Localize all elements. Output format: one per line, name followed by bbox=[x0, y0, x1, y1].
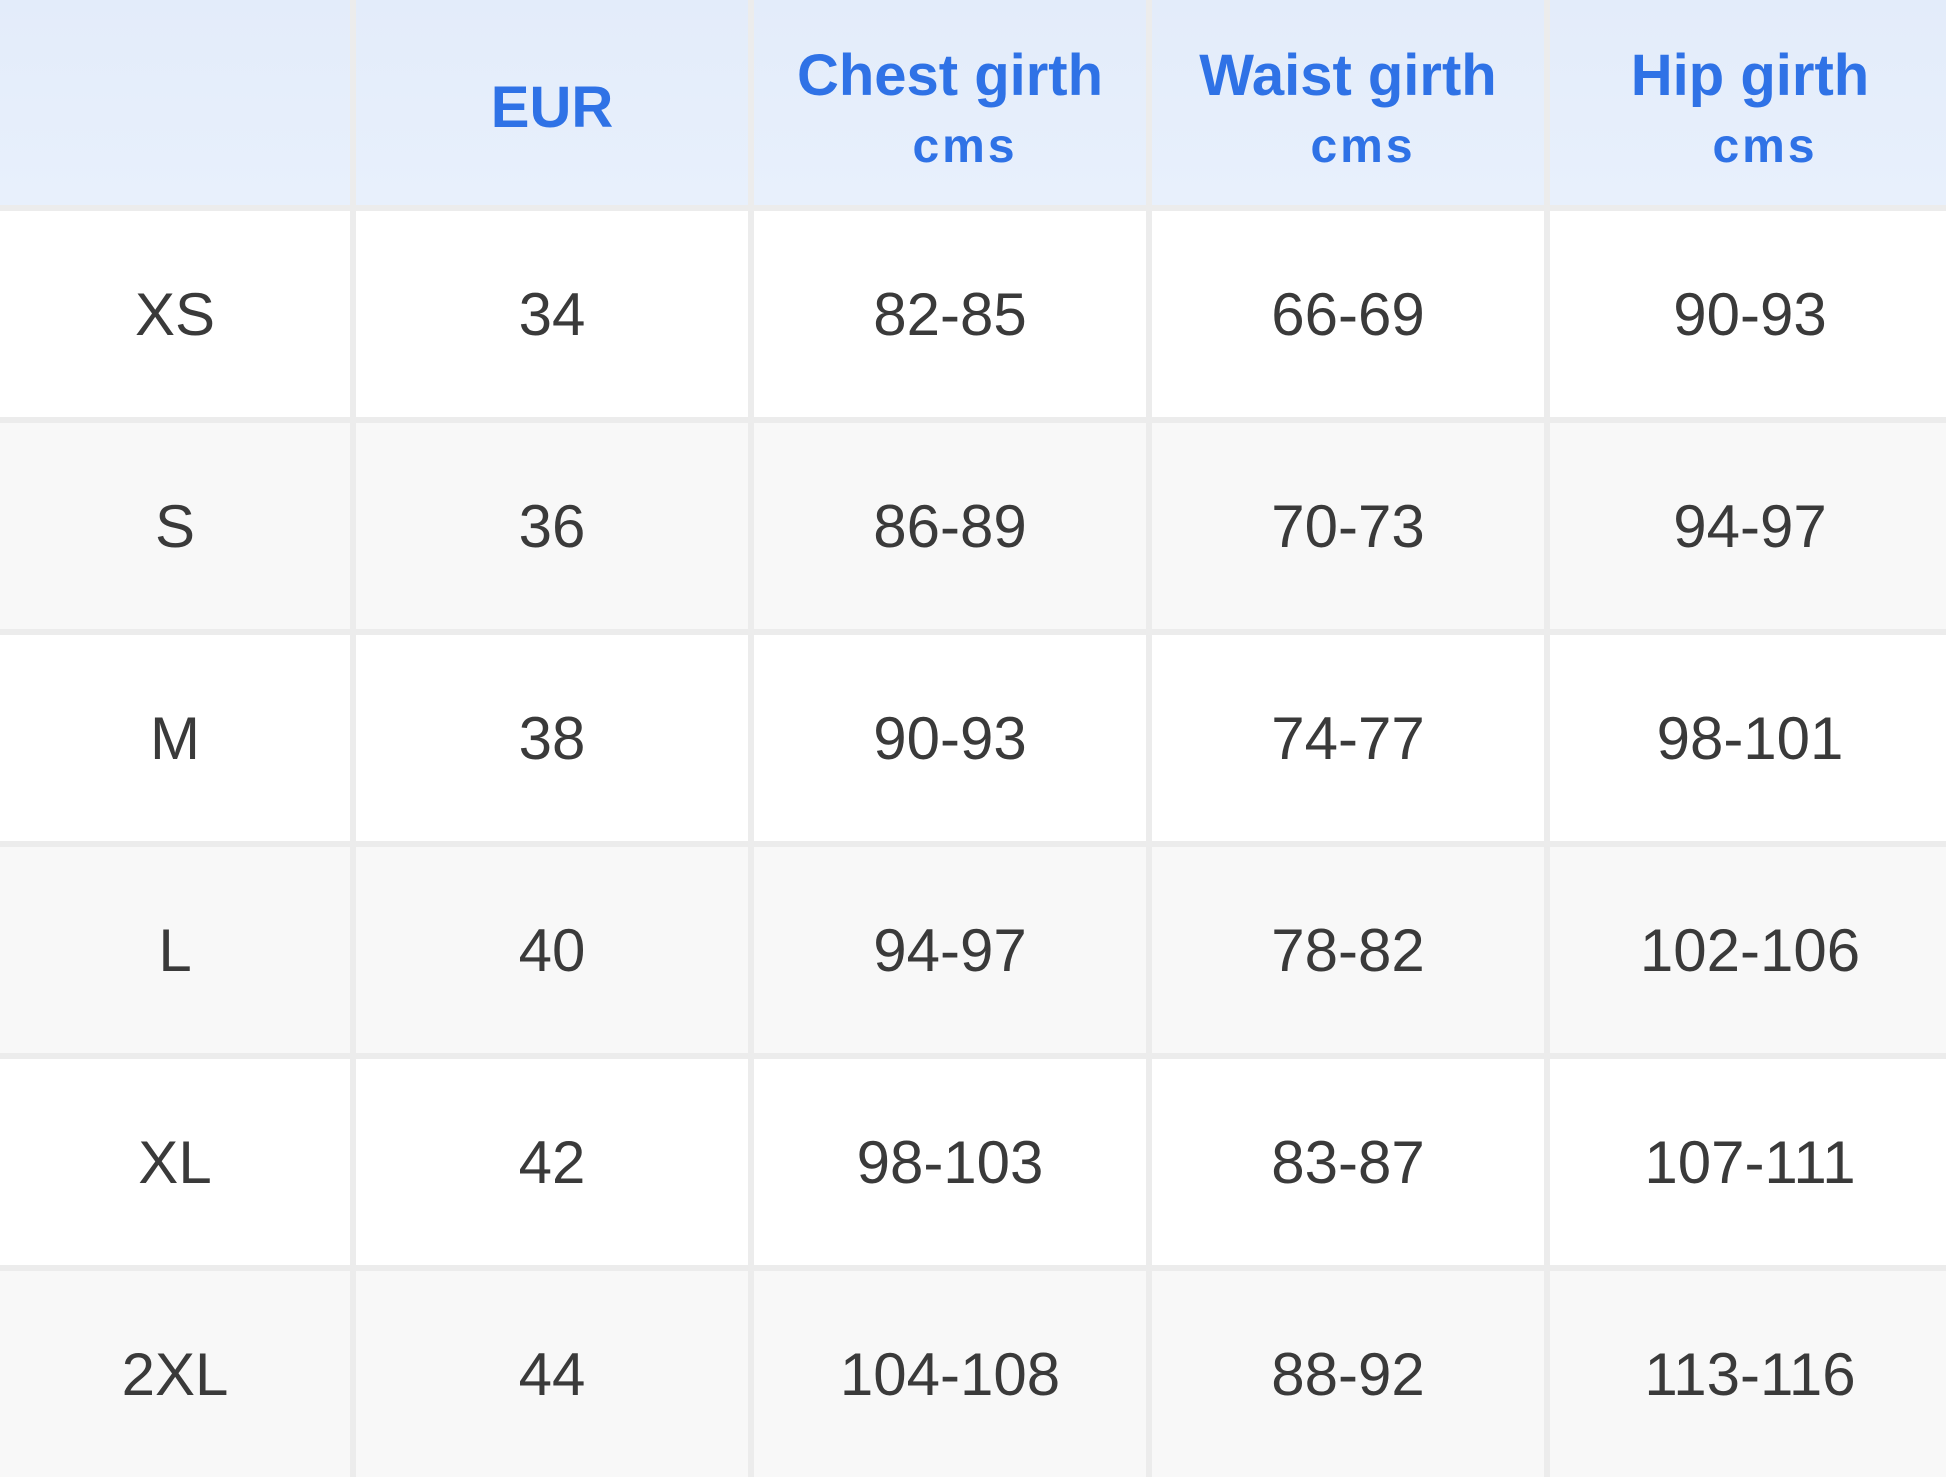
size-label-cell: L bbox=[0, 847, 350, 1053]
table-cell: 42 bbox=[356, 1059, 748, 1265]
table-cell: 94-97 bbox=[1550, 423, 1946, 629]
table-cell: 78-82 bbox=[1152, 847, 1544, 1053]
header-unit: cms bbox=[1310, 119, 1416, 173]
column-header: EUR bbox=[356, 0, 748, 205]
table-cell: 107-111 bbox=[1550, 1059, 1946, 1265]
column-header bbox=[0, 0, 350, 205]
table-cell: 82-85 bbox=[754, 211, 1146, 417]
size-label-cell: S bbox=[0, 423, 350, 629]
table-cell: 90-93 bbox=[1550, 211, 1946, 417]
header-unit: cms bbox=[1712, 119, 1818, 173]
size-label-cell: 2XL bbox=[0, 1271, 350, 1477]
header-label: EUR bbox=[490, 75, 614, 140]
table-cell: 34 bbox=[356, 211, 748, 417]
table-cell: 70-73 bbox=[1152, 423, 1544, 629]
table-cell: 36 bbox=[356, 423, 748, 629]
size-label-cell: XL bbox=[0, 1059, 350, 1265]
table-cell: 104-108 bbox=[754, 1271, 1146, 1477]
table-cell: 86-89 bbox=[754, 423, 1146, 629]
table-cell: 40 bbox=[356, 847, 748, 1053]
header-unit: cms bbox=[912, 119, 1018, 173]
header-label: Hip girth bbox=[1630, 42, 1870, 108]
size-label-cell: XS bbox=[0, 211, 350, 417]
table-cell: 94-97 bbox=[754, 847, 1146, 1053]
table-cell: 113-116 bbox=[1550, 1271, 1946, 1477]
table-cell: 98-103 bbox=[754, 1059, 1146, 1265]
table-cell: 74-77 bbox=[1152, 635, 1544, 841]
column-header: Waist girth cms bbox=[1152, 0, 1544, 205]
column-header: Hip girth cms bbox=[1550, 0, 1946, 205]
table-cell: 44 bbox=[356, 1271, 748, 1477]
table-cell: 90-93 bbox=[754, 635, 1146, 841]
size-label-cell: M bbox=[0, 635, 350, 841]
table-cell: 83-87 bbox=[1152, 1059, 1544, 1265]
table-cell: 66-69 bbox=[1152, 211, 1544, 417]
header-label: Chest girth bbox=[796, 42, 1104, 108]
table-cell: 38 bbox=[356, 635, 748, 841]
table-cell: 88-92 bbox=[1152, 1271, 1544, 1477]
table-cell: 98-101 bbox=[1550, 635, 1946, 841]
table-cell: 102-106 bbox=[1550, 847, 1946, 1053]
column-header: Chest girth cms bbox=[754, 0, 1146, 205]
header-label: Waist girth bbox=[1199, 42, 1497, 108]
